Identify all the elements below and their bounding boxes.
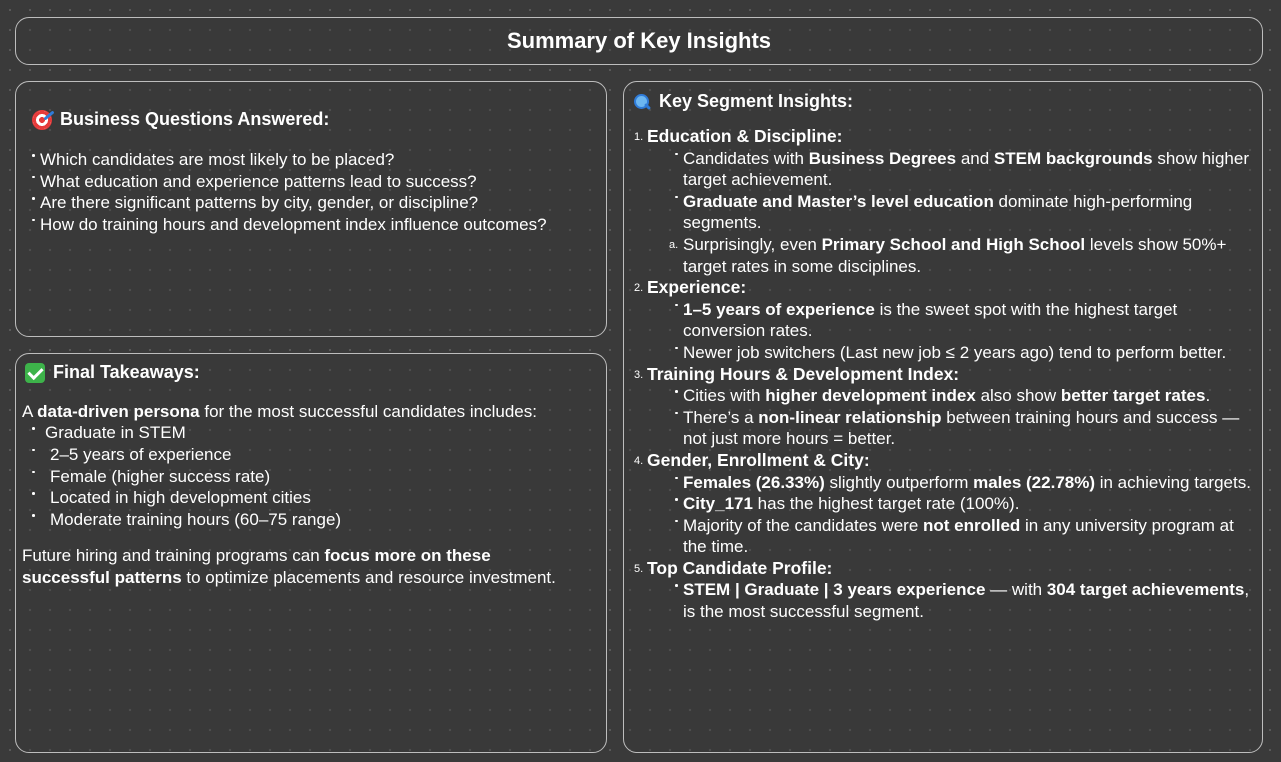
questions-list: Which candidates are most likely to be p…: [32, 149, 547, 235]
section-title: 5. Top Candidate Profile:: [634, 557, 833, 578]
magnifier-icon: [633, 93, 651, 111]
target-icon: [32, 109, 52, 130]
business-questions-title: Business Questions Answered:: [60, 109, 330, 129]
list-item: There’s a non-linear relationship betwee…: [675, 407, 1253, 450]
persona-intro: A data-driven persona for the most succe…: [22, 402, 537, 421]
final-takeaways-panel: Final Takeaways: A data-driven persona f…: [15, 353, 607, 753]
final-takeaways-title: Final Takeaways:: [53, 362, 200, 382]
section-list: Cities with higher development index als…: [675, 385, 1253, 450]
list-item: Located in high development cities: [22, 487, 341, 509]
list-item: Graduate and Master’s level education do…: [675, 191, 1253, 234]
list-item: Cities with higher development index als…: [675, 385, 1253, 407]
page-title: Summary of Key Insights: [506, 28, 772, 53]
list-item: How do training hours and development in…: [32, 214, 547, 234]
closing-statement: Future hiring and training programs can …: [22, 546, 556, 587]
list-item: Graduate in STEM: [22, 422, 341, 444]
persona-list: Graduate in STEM 2–5 years of experience…: [22, 422, 341, 531]
list-item: City_171 has the highest target rate (10…: [675, 493, 1253, 515]
section-title: 3. Training Hours & Development Index:: [634, 363, 960, 384]
insights-body: 1. Education & Discipline: Candidates wit…: [624, 126, 1264, 623]
list-item: STEM | Graduate | 3 years experience — w…: [675, 579, 1253, 622]
title-panel: Summary of Key Insights: [15, 17, 1263, 65]
key-segment-insights-title: Key Segment Insights:: [659, 91, 854, 111]
section-title: 2. Experience:: [634, 277, 747, 298]
list-item: a. Surprisingly, even Primary School and …: [669, 234, 1227, 276]
key-segment-insights-panel: Key Segment Insights: 1. Education & Disc…: [623, 81, 1263, 753]
section-title: 1. Education & Discipline:: [634, 126, 843, 146]
list-item: What education and experience patterns l…: [32, 171, 547, 193]
list-item: Which candidates are most likely to be p…: [32, 149, 547, 171]
list-item: Newer job switchers (Last new job ≤ 2 ye…: [675, 342, 1253, 364]
list-item: Majority of the candidates were not enro…: [675, 515, 1253, 558]
list-item: Females (26.33%) slightly outperform mal…: [675, 472, 1253, 494]
check-icon: [25, 362, 45, 383]
list-item: Are there significant patterns by city, …: [32, 192, 547, 214]
list-item: Candidates with Business Degrees and STE…: [675, 148, 1253, 191]
key-segment-insights-heading: Key Segment Insights:: [633, 91, 853, 112]
list-item: 2–5 years of experience: [22, 444, 341, 466]
section-list: STEM | Graduate | 3 years experience — w…: [675, 579, 1253, 622]
section-list: Candidates with Business Degrees and STE…: [669, 148, 1253, 278]
list-item: Moderate training hours (60–75 range): [22, 509, 341, 531]
list-item: Female (higher success rate): [22, 466, 341, 488]
section-list: 1–5 years of experience is the sweet spo…: [675, 299, 1253, 364]
business-questions-heading: Business Questions Answered:: [32, 109, 329, 130]
business-questions-panel: Business Questions Answered: Which candi…: [15, 81, 607, 337]
section-title: 4. Gender, Enrollment & City:: [634, 449, 870, 470]
section-list: Females (26.33%) slightly outperform mal…: [675, 472, 1253, 558]
list-item: 1–5 years of experience is the sweet spo…: [675, 299, 1253, 342]
final-takeaways-heading: Final Takeaways:: [25, 362, 200, 383]
